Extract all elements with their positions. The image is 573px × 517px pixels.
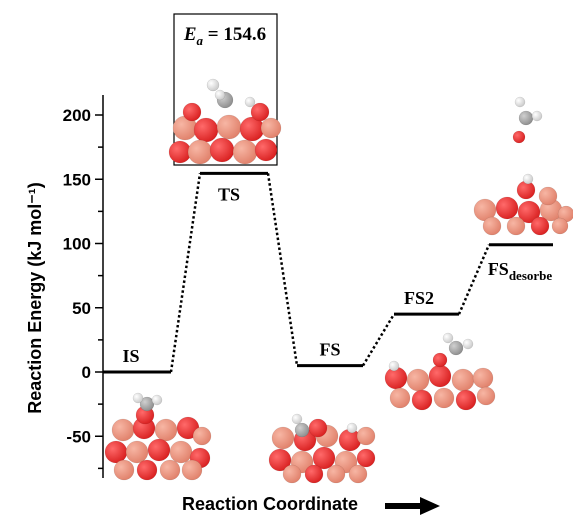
oxygen-atom xyxy=(254,138,278,162)
copper-atom xyxy=(216,114,242,140)
hydrogen-atom xyxy=(388,360,400,372)
copper-atom xyxy=(538,186,558,206)
oxygen-atom xyxy=(512,130,526,144)
hydrogen-atom xyxy=(291,413,303,425)
copper-atom xyxy=(406,368,430,392)
copper-atom xyxy=(232,139,258,165)
oxygen-atom xyxy=(312,446,336,470)
x-axis-arrow xyxy=(385,497,440,515)
copper-atom xyxy=(271,426,295,450)
oxygen-atom xyxy=(530,216,550,236)
hydrogen-atom xyxy=(132,392,144,404)
level-labels: IS TS FS FS2 FSdesorbe xyxy=(122,184,552,366)
ts-structure xyxy=(168,78,282,165)
state-label: FS xyxy=(319,340,340,360)
activation-energy-label: Ea = 154.6 xyxy=(183,24,266,48)
state-label: FSdesorbe xyxy=(488,259,553,283)
oxygen-atom xyxy=(411,389,433,411)
copper-atom xyxy=(476,386,496,406)
hydrogen-atom xyxy=(442,332,454,344)
energy-levels xyxy=(103,171,553,374)
hydrogen-atom xyxy=(346,422,358,434)
oxygen-atom xyxy=(193,117,219,143)
y-tick-label: 200 xyxy=(63,106,91,125)
copper-atom xyxy=(389,387,411,409)
copper-atom xyxy=(282,464,302,484)
hydrogen-atom xyxy=(531,110,543,122)
oxygen-atom xyxy=(517,200,541,224)
carbon-atom xyxy=(294,422,310,438)
oxygen-atom xyxy=(432,352,448,368)
hydrogen-atom xyxy=(244,96,256,108)
oxygen-atom xyxy=(428,364,452,388)
state-label: TS xyxy=(218,184,240,204)
copper-atom xyxy=(482,216,502,236)
oxygen-atom xyxy=(356,448,376,468)
copper-atom xyxy=(187,139,213,165)
copper-atom xyxy=(451,368,475,392)
oxygen-atom xyxy=(455,389,477,411)
copper-atom xyxy=(506,216,526,236)
copper-atom xyxy=(433,387,455,409)
carbon-atom xyxy=(448,340,464,356)
hydrogen-atom xyxy=(462,338,474,350)
oxygen-atom xyxy=(182,102,202,122)
oxygen-atom xyxy=(495,196,519,220)
state-label: FS2 xyxy=(404,288,434,308)
copper-atom xyxy=(192,426,212,446)
copper-atom xyxy=(159,459,181,481)
hydrogen-atom xyxy=(214,89,226,101)
energy-connector xyxy=(266,173,299,366)
y-tick-label: 150 xyxy=(63,170,91,189)
copper-atom xyxy=(472,367,494,389)
oxygen-atom xyxy=(147,438,171,462)
energy-connectors xyxy=(169,173,491,373)
copper-atom xyxy=(113,459,135,481)
structure-insets: Ea = 154.6 xyxy=(104,13,573,484)
hydrogen-atom xyxy=(514,96,526,108)
state-label: IS xyxy=(122,346,139,366)
energy-connector xyxy=(361,313,396,367)
fs-desorbed-structure xyxy=(473,96,573,236)
oxygen-atom xyxy=(168,140,192,164)
hydrogen-atom xyxy=(522,173,534,185)
y-axis-title: Reaction Energy (kJ mol⁻¹) xyxy=(25,182,45,414)
is-structure xyxy=(104,392,212,481)
copper-atom xyxy=(348,464,368,484)
oxygen-atom xyxy=(136,459,158,481)
copper-atom xyxy=(169,440,193,464)
copper-atom xyxy=(551,217,569,235)
copper-atom xyxy=(326,464,346,484)
oxygen-atom xyxy=(308,418,328,438)
copper-atom xyxy=(260,117,282,139)
hydrogen-atom xyxy=(151,394,163,406)
copper-atom xyxy=(181,459,203,481)
carbon-atom xyxy=(518,110,534,126)
copper-atom xyxy=(125,440,149,464)
oxygen-atom xyxy=(304,464,324,484)
oxygen-atom xyxy=(209,137,235,163)
y-tick-label: -50 xyxy=(66,427,91,446)
energy-connector xyxy=(169,173,202,373)
fs2-structure xyxy=(384,332,496,411)
x-axis-title: Reaction Coordinate xyxy=(182,494,358,514)
oxygen-atom xyxy=(104,440,128,464)
copper-atom xyxy=(154,418,178,442)
y-tick-label: 100 xyxy=(63,235,91,254)
axes: -50 0 50 100 150 200 xyxy=(63,95,104,478)
copper-atom xyxy=(111,418,135,442)
y-tick-label: 0 xyxy=(82,363,91,382)
fs-structure xyxy=(268,413,376,484)
oxygen-atom xyxy=(250,102,270,122)
energy-connector xyxy=(457,244,491,315)
copper-atom xyxy=(356,426,376,446)
hydrogen-atom xyxy=(206,78,220,92)
y-tick-label: 50 xyxy=(72,299,91,318)
oxygen-atom xyxy=(268,448,292,472)
